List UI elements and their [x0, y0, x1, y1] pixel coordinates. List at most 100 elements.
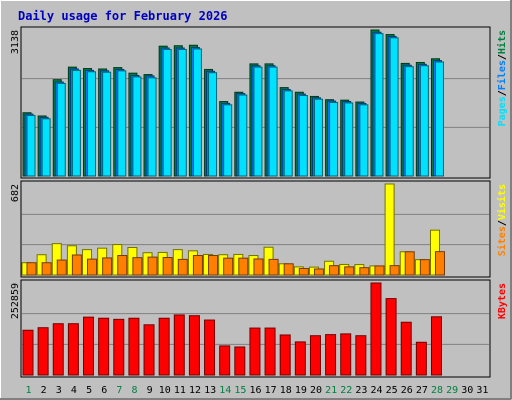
x-tick-label-day-27: 27	[416, 385, 428, 396]
x-tick-label-day-28: 28	[431, 385, 443, 396]
bar-sites-day-7	[117, 255, 128, 276]
bar-kbytes-day-21	[325, 334, 337, 376]
bar-sites-day-19	[298, 267, 309, 276]
x-tick-label-day-30: 30	[461, 385, 473, 396]
legend-separator: /	[497, 90, 508, 96]
svg-text:Pages/Files/Hits: Pages/Files/Hits	[496, 30, 508, 126]
bar-sites-day-8	[132, 257, 143, 276]
legend-files: Files	[496, 60, 508, 90]
bar-kbytes-day-2	[37, 327, 49, 376]
x-tick-label-day-2: 2	[41, 385, 47, 396]
x-tick-label-day-15: 15	[234, 385, 246, 396]
bar-kbytes-day-14	[219, 345, 231, 376]
x-tick-label-day-3: 3	[56, 385, 62, 396]
bar-sites-day-21	[329, 265, 340, 276]
x-tick-label-day-18: 18	[280, 385, 292, 396]
bar-pages-day-10	[162, 48, 172, 177]
bar-kbytes-day-28	[430, 316, 442, 376]
x-tick-label-day-11: 11	[174, 385, 186, 396]
x-tick-label-day-6: 6	[101, 385, 107, 396]
bar-kbytes-day-12	[188, 315, 200, 376]
bar-pages-day-25	[389, 37, 399, 177]
bar-pages-day-22	[344, 102, 354, 177]
bar-sites-day-18	[283, 263, 294, 276]
panels: 3138Pages/Files/Hits682Sites/Visits25285…	[10, 26, 508, 378]
bar-sites-day-9	[147, 256, 158, 276]
side-legend: KBytes	[497, 283, 508, 319]
x-tick-label-day-7: 7	[116, 385, 122, 396]
bar-kbytes-day-11	[173, 314, 185, 376]
legend-sites: Sites	[496, 226, 508, 256]
bar-pages-day-13	[208, 72, 218, 177]
bar-sites-day-4	[71, 254, 82, 276]
legend-separator: /	[497, 54, 508, 60]
x-tick-label-day-17: 17	[265, 385, 277, 396]
svg-text:KBytes: KBytes	[497, 283, 508, 319]
legend-pages: Pages	[497, 96, 508, 126]
bars	[22, 29, 444, 177]
bar-kbytes-day-25	[385, 298, 397, 376]
y-max-label: 682	[10, 184, 21, 202]
bar-sites-day-10	[162, 257, 173, 276]
bar-kbytes-day-15	[234, 346, 246, 376]
bar-kbytes-day-18	[279, 334, 291, 376]
bar-pages-day-16	[253, 66, 263, 177]
bar-kbytes-day-22	[340, 333, 352, 376]
bar-sites-day-5	[87, 258, 98, 276]
x-tick-label-day-5: 5	[86, 385, 92, 396]
bar-pages-day-9	[147, 77, 157, 177]
side-legend: Sites/Visits	[496, 184, 508, 256]
bar-pages-day-1	[26, 115, 36, 177]
bar-pages-day-18	[283, 90, 293, 177]
bar-kbytes-day-3	[52, 323, 64, 376]
bar-kbytes-day-17	[264, 327, 276, 376]
bar-pages-day-26	[404, 66, 414, 177]
x-tick-label-day-29: 29	[446, 385, 458, 396]
y-max-label: 252859	[10, 283, 21, 319]
bar-sites-day-22	[344, 266, 355, 276]
x-tick-label-day-16: 16	[249, 385, 261, 396]
bar-sites-day-3	[56, 259, 67, 276]
bar-pages-day-15	[238, 94, 248, 177]
bar-pages-day-28	[434, 61, 444, 177]
bar-sites-day-6	[102, 257, 113, 276]
x-tick-label-day-19: 19	[295, 385, 307, 396]
bar-kbytes-day-8	[128, 317, 140, 376]
bar-sites-day-26	[404, 251, 415, 276]
bar-kbytes-day-6	[98, 317, 110, 376]
bar-sites-day-16	[253, 258, 264, 276]
bar-pages-day-12	[192, 48, 202, 177]
bar-sites-day-23	[359, 267, 370, 276]
bar-sites-day-24	[374, 265, 385, 276]
bar-pages-day-27	[419, 65, 429, 177]
x-tick-label-day-10: 10	[159, 385, 171, 396]
bar-sites-day-15	[238, 257, 249, 276]
legend-hits: Hits	[496, 30, 508, 54]
x-axis: 1 2 3 4 5 6 7 8 9 10 11 12 13 14 15 16 17 18 19 20 21 22 23 24 2…	[26, 385, 489, 396]
chart-title: Daily usage for February 2026	[18, 9, 228, 23]
bar-kbytes-day-16	[249, 327, 261, 376]
bar-kbytes-day-20	[309, 335, 321, 376]
panel-visits-sites: 682 Sites/Visits	[10, 180, 508, 278]
bar-kbytes-day-27	[415, 341, 427, 376]
panel-kbytes: 252859 KBytes	[10, 279, 508, 378]
bar-pages-day-17	[268, 66, 278, 177]
bar-sites-day-1	[26, 262, 37, 276]
x-tick-label-day-9: 9	[147, 385, 153, 396]
x-tick-label-day-1: 1	[26, 385, 32, 396]
x-tick-label-day-8: 8	[131, 385, 137, 396]
bar-pages-day-11	[177, 48, 187, 177]
bar-kbytes-day-4	[67, 323, 79, 376]
bars	[22, 282, 442, 376]
x-tick-label-day-14: 14	[219, 385, 231, 396]
legend-visits: Visits	[496, 184, 508, 220]
x-tick-label-day-25: 25	[386, 385, 398, 396]
bar-pages-day-20	[313, 98, 323, 177]
bar-pages-day-23	[359, 104, 369, 177]
bars	[21, 183, 445, 276]
bar-kbytes-day-5	[83, 316, 95, 376]
bar-kbytes-day-7	[113, 318, 125, 376]
